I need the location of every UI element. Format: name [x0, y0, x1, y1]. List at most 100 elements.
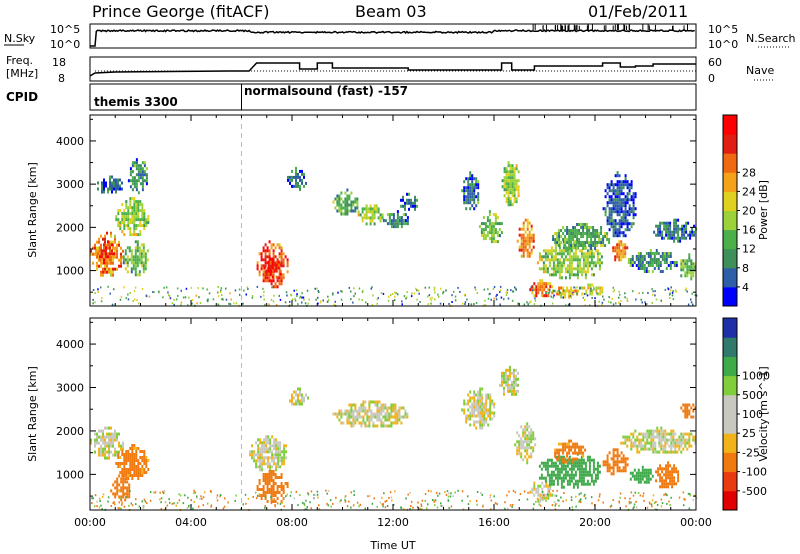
power-echo [299, 175, 301, 179]
power-echo [260, 255, 263, 259]
power-echo [488, 219, 491, 223]
velocity-echo [548, 479, 551, 483]
velocity-echo [479, 396, 482, 400]
velocity-echo [281, 456, 284, 460]
power-noise-echo [350, 298, 352, 301]
power-echo [614, 231, 617, 235]
velocity-echo [121, 468, 124, 471]
power-echo [576, 247, 579, 250]
power-echo [632, 204, 635, 208]
velocity-echo [297, 402, 299, 406]
power-echo [671, 236, 674, 240]
power-echo [338, 203, 341, 207]
power-noise-echo [219, 291, 222, 294]
velocity-echo [543, 496, 546, 500]
velocity-echo [637, 471, 640, 475]
velocity-echo [568, 457, 571, 461]
velocity-echo [517, 371, 519, 375]
power-echo [469, 171, 472, 175]
power-echo [604, 235, 607, 238]
velocity-echo [467, 399, 470, 403]
velocity-echo [650, 444, 653, 448]
power-echo [90, 249, 92, 253]
velocity-echo [667, 485, 670, 489]
velocity-echo [652, 450, 655, 454]
velocity-echo [616, 448, 619, 452]
velocity-echo [520, 440, 523, 444]
velocity-echo [340, 415, 343, 419]
power-echo [131, 161, 134, 165]
velocity-echo [610, 457, 613, 461]
velocity-echo [370, 400, 373, 404]
velocity-echo [608, 463, 611, 467]
power-echo [266, 246, 269, 250]
power-echo [515, 182, 518, 186]
power-echo [574, 241, 577, 244]
power-echo [576, 258, 579, 262]
velocity-noise-echo [117, 489, 120, 492]
power-echo [606, 201, 609, 205]
power-echo [111, 252, 113, 256]
power-echo [135, 218, 138, 222]
power-echo [612, 222, 615, 226]
velocity-echo [485, 405, 488, 409]
power-noise-echo [371, 286, 373, 289]
power-echo [135, 209, 138, 213]
velocity-echo [346, 421, 349, 425]
velocity-echo [667, 482, 670, 486]
power-noise-echo [167, 291, 169, 294]
velocity-echo [122, 477, 125, 481]
power-noise-echo [411, 292, 413, 295]
power-echo [685, 227, 688, 231]
velocity-echo [664, 444, 667, 448]
power-echo [526, 248, 529, 252]
velocity-echo [646, 438, 649, 442]
velocity-echo [671, 482, 674, 486]
power-echo [634, 207, 637, 211]
velocity-echo [639, 471, 642, 475]
power-echo [96, 261, 98, 265]
velocity-echo [354, 415, 357, 419]
power-echo [295, 169, 297, 173]
power-echo [267, 263, 270, 267]
power-echo [628, 207, 631, 211]
power-noise-echo [238, 288, 241, 291]
power-echo [410, 198, 412, 202]
velocity-noise-echo [457, 489, 459, 492]
power-echo [262, 273, 265, 277]
power-echoes [90, 158, 698, 307]
power-echo [144, 261, 147, 265]
velocity-echo [356, 412, 359, 416]
power-colorbar-segment [723, 229, 737, 250]
power-echo [129, 197, 132, 201]
velocity-echo [469, 405, 472, 409]
power-noise-echo [208, 292, 211, 295]
velocity-echo [471, 414, 474, 418]
power-noise-echo [601, 301, 604, 304]
power-noise-echo [654, 290, 656, 293]
power-echo [388, 222, 391, 226]
power-echo [693, 233, 696, 237]
power-echo [412, 204, 414, 208]
power-echo [268, 258, 271, 262]
power-noise-echo [512, 290, 514, 293]
power-noise-echo [132, 300, 134, 302]
power-echo [566, 258, 569, 262]
velocity-echo [647, 477, 650, 481]
velocity-echo [358, 412, 361, 416]
power-echo [687, 233, 690, 237]
velocity-echo [260, 497, 263, 500]
velocity-echo [522, 434, 525, 438]
power-echo [126, 261, 129, 265]
power-echo [99, 258, 101, 262]
power-echo [114, 246, 116, 250]
power-noise-echo [327, 299, 330, 301]
power-echo [123, 224, 126, 228]
velocity-echo [562, 448, 565, 452]
power-echo [501, 185, 504, 189]
power-echo [558, 292, 561, 296]
velocity-y-tick-label: 2000 [56, 425, 84, 438]
velocity-echo [259, 468, 262, 472]
velocity-echo [283, 450, 286, 454]
velocity-noise-echo [629, 497, 631, 500]
